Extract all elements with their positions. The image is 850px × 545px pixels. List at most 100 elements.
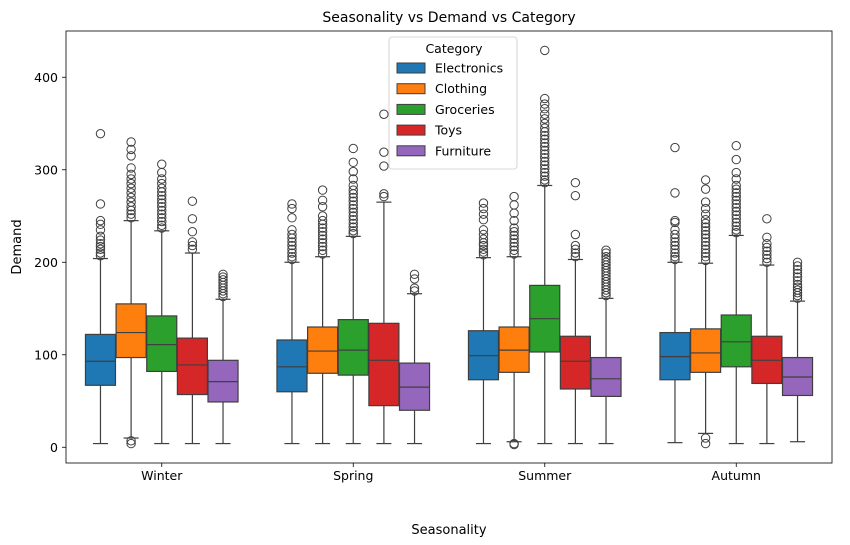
outlier-point [731,199,741,209]
outlier-point [157,202,167,212]
legend-swatch-electronics [396,62,426,74]
outlier-point [540,114,550,124]
outlier-point [540,167,550,178]
outlier-point [126,213,136,223]
outlier-point [540,45,550,56]
outlier-point [317,195,328,205]
outlier-point [478,209,489,219]
outlier-point [792,264,803,275]
outlier-point [126,188,136,198]
outlier-point [348,196,358,206]
outlier-point [478,229,489,240]
outlier-point [478,225,489,235]
outlier-point [540,153,550,163]
outlier-point [792,285,803,295]
box-groceries-autumn [720,141,752,445]
x-tick-label: Winter [141,468,183,483]
outlier-point [762,239,772,249]
outlier-point [762,253,772,264]
outlier-point [509,238,519,248]
outlier-point [157,174,167,184]
box-groceries-summer [529,45,561,445]
outlier-point [287,229,297,240]
outlier-point [157,205,167,216]
outlier-point [348,143,358,154]
outlier-point [570,240,581,251]
outlier-point [379,147,389,157]
legend-label-groceries: Groceries [435,102,495,117]
legend-swatch-toys [396,124,426,136]
outlier-point [287,252,297,262]
box-furniture-summer [590,245,622,445]
legend-title: Category [425,41,483,56]
legend-label-toys: Toys [434,123,462,138]
legend-label-clothing: Clothing [435,81,487,96]
outlier-point [540,156,550,167]
legend-swatch-clothing [396,83,426,95]
outlier-point [731,195,741,205]
outlier-point [317,185,328,195]
outlier-point [762,232,772,242]
box-clothing-winter [115,137,147,449]
outlier-point [670,244,680,255]
outlier-point [792,272,803,282]
outlier-point [348,218,358,229]
outlier-point [157,216,167,227]
outlier-point [317,202,328,212]
outlier-point [731,174,741,184]
outlier-point [601,254,611,265]
outlier-point [126,151,136,161]
axes: 0 100 200 300 400 Winter Spring Summer Autumn [34,70,761,483]
outlier-point [409,274,420,284]
outlier-point [700,197,711,207]
outlier-point [509,191,519,202]
outlier-point [700,240,711,251]
outlier-point [218,272,228,282]
outlier-point [379,109,389,119]
outlier-point [700,226,711,236]
outlier-point [287,225,297,235]
outlier-point [670,229,680,240]
outlier-point [670,240,680,251]
y-axis-label: Demand [10,219,25,274]
outlier-point [540,99,550,109]
outlier-point [348,203,358,214]
legend-swatch-furniture [396,145,426,157]
outlier-point [601,245,611,255]
outlier-point [348,211,358,221]
outlier-point [126,183,136,193]
outlier-point [731,227,741,238]
outlier-point [570,244,581,255]
outlier-point [731,221,741,231]
outlier-point [95,219,106,230]
outlier-point [348,180,358,191]
chart-title: Seasonality vs Demand vs Category [322,10,575,26]
outlier-point [478,198,489,208]
outlier-point [540,171,550,181]
y-tick-label: 200 [34,255,58,270]
outlier-point [126,202,136,212]
box-clothing-autumn [689,175,722,449]
box-toys-summer [559,178,592,445]
outlier-point [95,251,106,261]
box-furniture-winter [207,269,239,445]
outlier-point [317,234,328,244]
plot-area [84,45,814,450]
outlier-point [187,237,198,247]
outlier-point [540,93,550,104]
outlier-point [509,438,519,449]
outlier-point [157,194,167,205]
outlier-point [570,190,581,201]
outlier-point [348,166,358,177]
outlier-point [409,269,420,279]
outlier-point [540,118,550,129]
outlier-point [379,161,389,171]
outlier-point [317,223,328,233]
outlier-point [731,202,741,213]
outlier-point [157,223,167,233]
outlier-point [478,234,489,244]
outlier-point [540,104,550,114]
outlier-point [348,222,358,232]
outlier-point [348,174,358,184]
outlier-point [157,178,167,189]
